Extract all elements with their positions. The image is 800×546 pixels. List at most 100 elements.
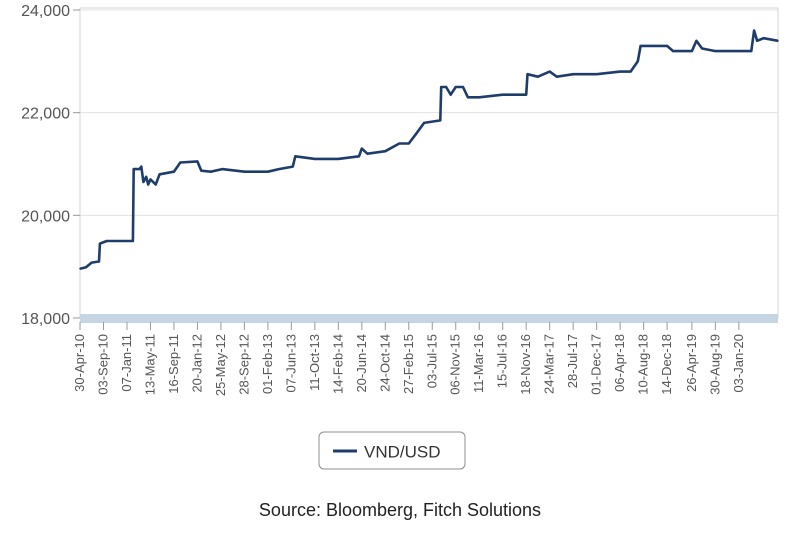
y-tick-label: 24,000 [21,3,70,20]
data-point [384,150,387,152]
series-layer [79,29,779,270]
data-point [666,45,668,47]
data-point [243,170,246,173]
source-note: Source: Bloomberg, Fitch Solutions [258,500,542,520]
data-point [138,168,141,170]
x-tick-label: 14-Feb-14 [330,334,345,394]
data-point [454,86,457,88]
data-point [210,170,212,173]
data-point [90,261,93,264]
data-point [132,240,134,242]
x-tick-label: 20-Jun-14 [354,334,369,393]
y-tick-label: 18,000 [21,311,70,328]
data-point [556,75,558,78]
data-point [292,165,294,168]
data-point [179,161,182,164]
data-point [200,169,203,172]
series-line-vnd-usd [79,29,779,270]
data-point [173,170,175,173]
data-point [762,37,765,39]
x-tick-label: 03-Jan-20 [731,334,746,393]
y-axis: 18,000 20,000 22,000 24,000 [21,3,80,328]
data-point [98,260,100,263]
data-point [619,70,621,73]
data-point [294,155,297,158]
data-point [695,40,698,42]
data-point [572,73,574,75]
legend-box [318,431,466,470]
data-point [398,142,401,145]
data-point [637,60,639,63]
x-tick-label: 11-Oct-13 [307,334,322,391]
data-point [467,96,469,99]
x-tick-label: 28-Sep-12 [236,334,251,395]
data-point [408,142,410,145]
data-point [750,50,753,52]
data-point [756,40,758,42]
x-tick-label: 16-Sep-11 [166,334,181,394]
data-point [361,147,363,150]
data-point [738,50,740,52]
data-point [415,132,418,134]
x-axis: 30-Apr-10 03-Sep-10 07-Jan-11 13-May-11 16-S… [72,322,746,396]
x-tick-label: 13-May-11 [142,334,157,395]
data-point [196,160,199,163]
x-tick-label: 07-Jan-11 [119,334,134,392]
y-tick-label: 20,000 [21,208,70,225]
x-tick-label: 28-Jul-17 [565,334,580,388]
data-point [147,183,149,186]
data-point [85,266,87,269]
data-point [701,47,703,50]
x-tick-label: 03-Jul-15 [424,334,439,388]
data-point [629,70,632,73]
data-point [278,168,280,170]
data-point [753,29,755,32]
data-point [449,93,452,96]
data-point [672,50,674,52]
data-point [314,158,316,160]
x-axis-band [80,314,778,323]
data-point [525,93,527,96]
x-tick-label: 14-Dec-18 [659,334,674,395]
x-tick-label: 06-Nov-15 [448,334,463,395]
x-tick-label: 11-Mar-16 [471,334,486,393]
data-point [642,45,645,47]
x-tick-label: 03-Sep-10 [95,334,110,395]
x-tick-label: 18-Nov-16 [518,334,533,395]
data-point [145,176,147,178]
x-tick-label: 01-Feb-13 [260,334,275,394]
data-point [132,168,135,170]
data-point [79,267,81,270]
x-tick-label: 10-Aug-18 [636,334,651,395]
data-point [158,173,161,176]
data-point [439,119,442,122]
data-point [445,86,447,88]
data-point [440,86,443,88]
data-point [140,165,143,168]
x-tick-label: 25-May-12 [213,334,228,396]
x-tick-label: 07-Jun-13 [283,334,298,393]
x-tick-label: 15-Jul-16 [495,334,510,388]
data-point [691,50,693,52]
data-point [639,45,642,47]
data-point [99,242,101,245]
x-tick-label: 01-Dec-17 [589,334,604,395]
legend[interactable]: VND/USD [318,431,466,470]
data-point [149,178,152,181]
x-tick-label: 30-Aug-19 [707,334,722,395]
grid-lines [80,9,778,216]
data-point [154,183,157,186]
data-point [595,73,598,75]
data-point [777,40,779,42]
data-point [119,240,121,242]
legend-label-vnd-usd: VND/USD [364,443,441,462]
x-tick-label: 30-Apr-10 [72,334,87,392]
x-tick-label: 27-Feb-15 [401,334,416,394]
x-tick-label: 24-Oct-14 [377,334,392,392]
data-point [337,158,340,160]
data-point [267,170,269,173]
data-point [142,181,145,183]
x-tick-label: 24-Mar-17 [542,334,557,394]
data-point [537,75,539,78]
